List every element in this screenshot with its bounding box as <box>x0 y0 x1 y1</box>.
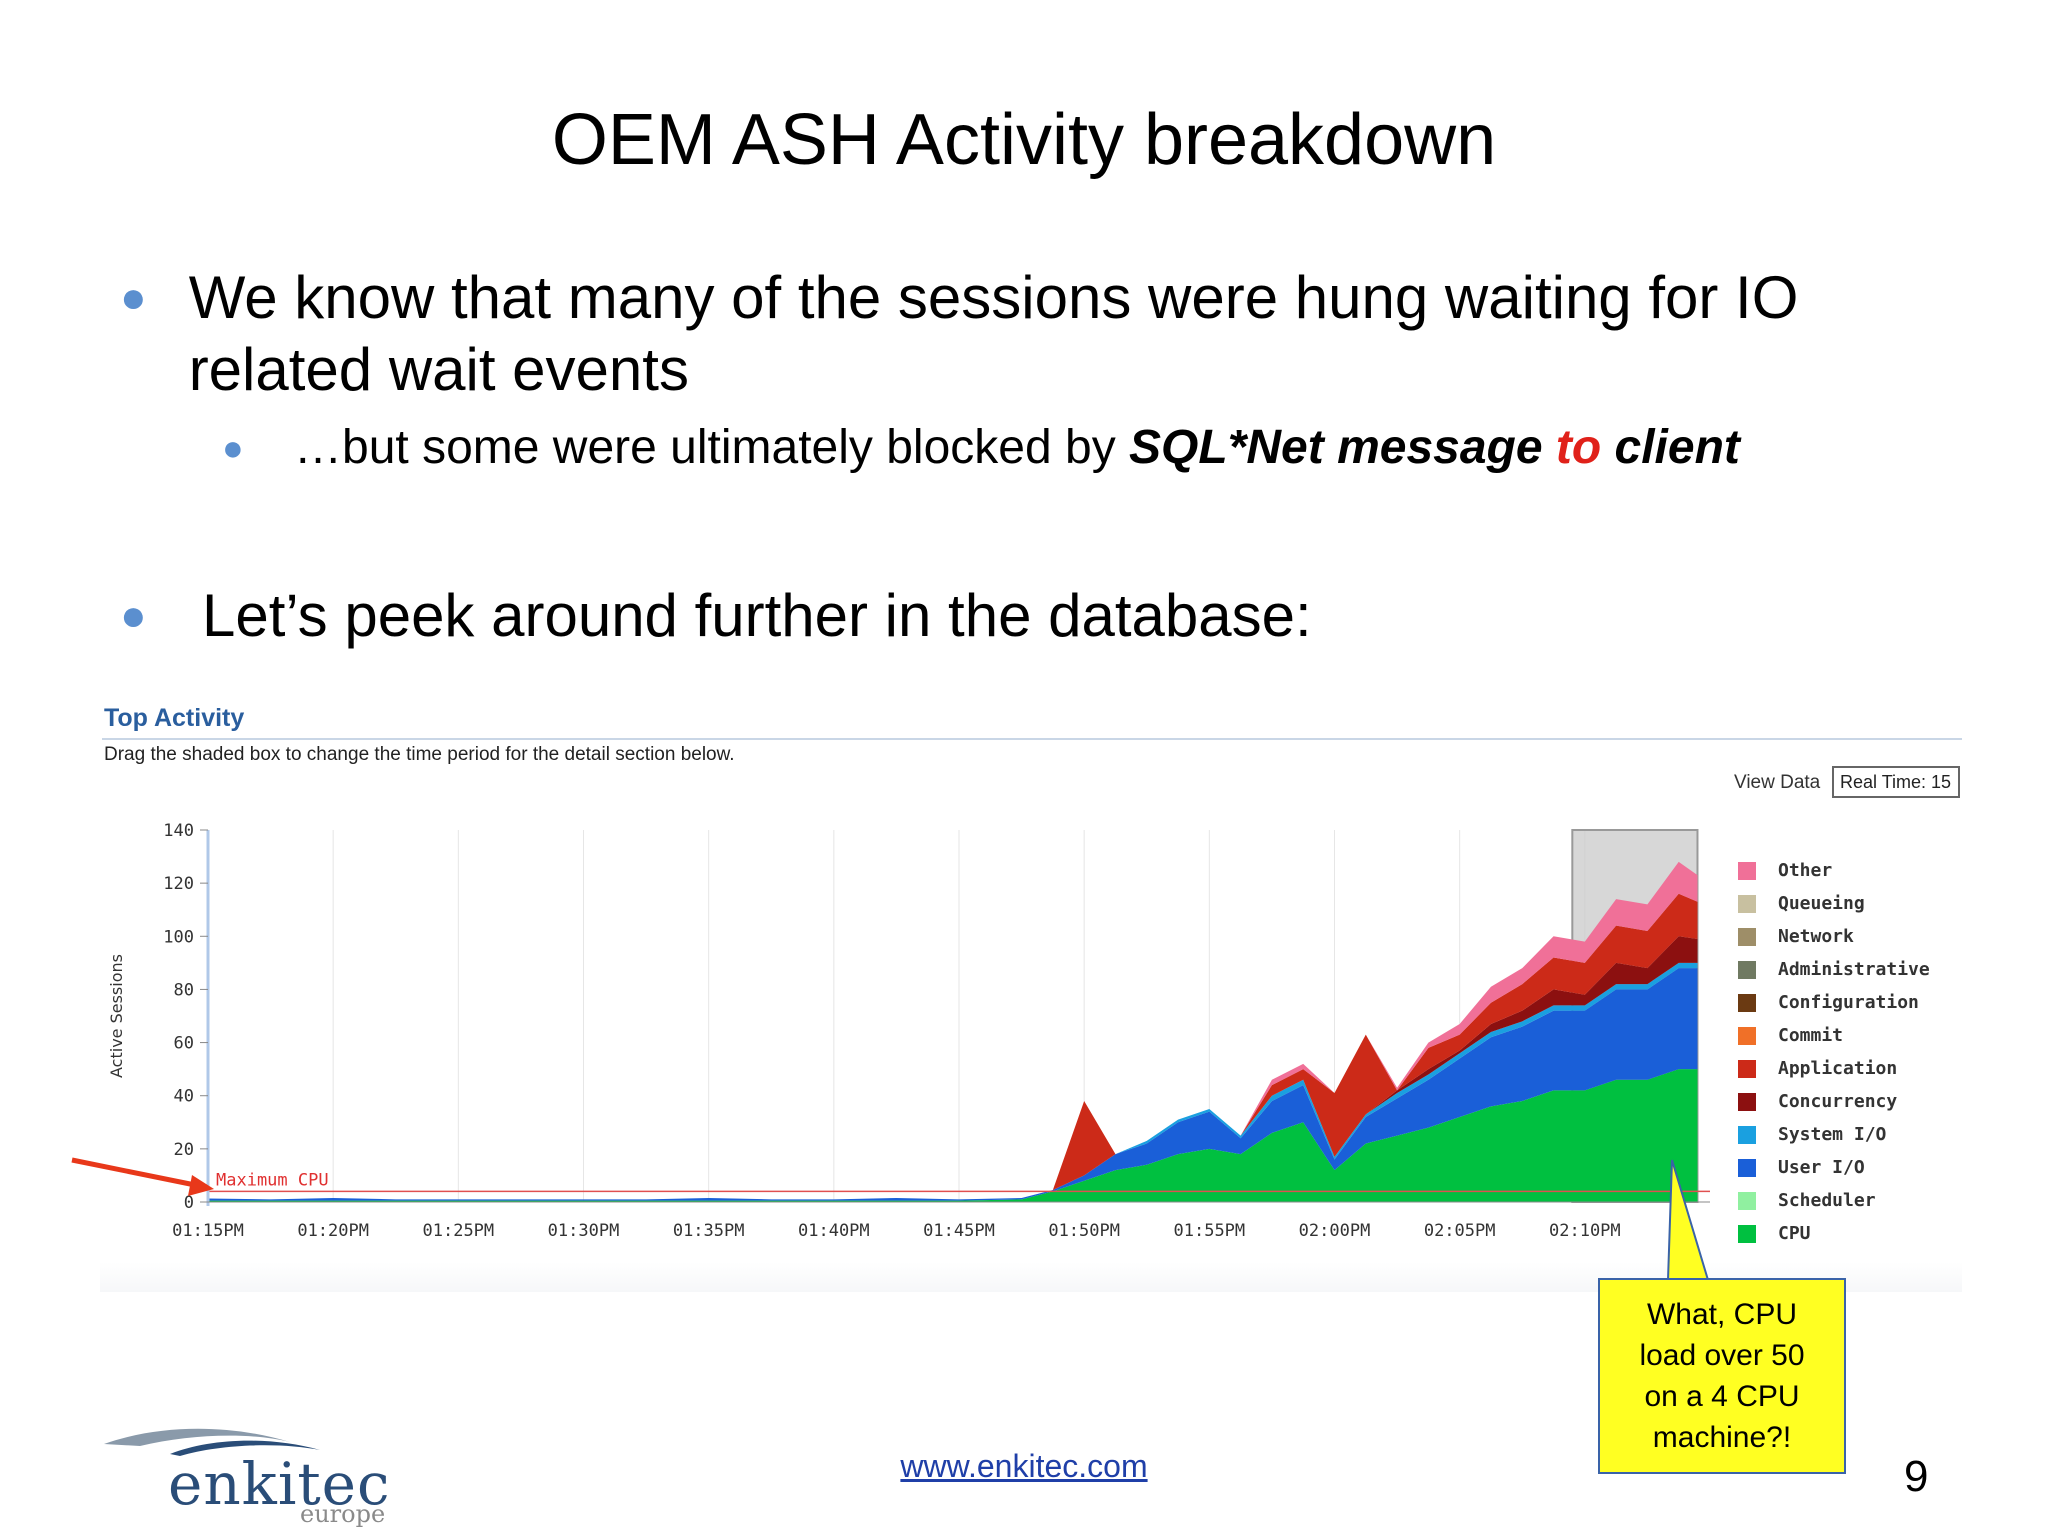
slide-title: OEM ASH Activity breakdown <box>551 100 1497 180</box>
chart-axes: Maximum CPU 0 20 40 60 80 100 120 140 01:15PM 01:2… <box>107 821 1710 1241</box>
bullet-text: We know that many of the sessions were h… <box>188 264 1799 403</box>
legend-item-concurrency: Concurrency <box>1738 1085 1930 1118</box>
legend-swatch <box>1738 1125 1756 1144</box>
y-tick-label: 120 <box>163 874 194 894</box>
panel-divider <box>102 738 1962 740</box>
sub-bullet-item: ● …but some were ultimately blocked by S… <box>222 418 1922 478</box>
x-tick-label: 02:00PM <box>1299 1221 1371 1241</box>
legend-label: Other <box>1778 860 1833 881</box>
page-number: 9 <box>1904 1452 1929 1501</box>
legend-swatch <box>1738 1092 1756 1111</box>
logo-word: enkitec <box>168 1450 391 1518</box>
legend-label: Network <box>1778 926 1854 947</box>
x-tick-label: 01:40PM <box>798 1221 870 1241</box>
legend-label: Commit <box>1778 1025 1844 1046</box>
legend-item-configuration: Configuration <box>1738 986 1930 1019</box>
y-tick-label: 0 <box>184 1193 194 1213</box>
panel-instructions: Drag the shaded box to change the time p… <box>104 744 735 765</box>
bullet-item: ● Let’s peek around further in the datab… <box>120 580 1970 652</box>
legend-label: Scheduler <box>1778 1190 1876 1211</box>
legend-label: Application <box>1778 1058 1898 1079</box>
legend-label: Configuration <box>1778 992 1919 1013</box>
y-tick-label: 40 <box>174 1087 194 1107</box>
to-emphasis: to <box>1555 421 1602 474</box>
x-tick-label: 01:55PM <box>1174 1221 1246 1241</box>
legend-swatch <box>1738 1191 1756 1210</box>
bullet-item: ● We know that many of the sessions were… <box>120 262 1970 406</box>
legend-swatch <box>1738 960 1756 979</box>
legend-item-application: Application <box>1738 1052 1930 1085</box>
x-tick-label: 02:05PM <box>1424 1221 1496 1241</box>
sqlnet-emphasis: SQL*Net message <box>1129 421 1556 474</box>
legend-item-cpu: CPU <box>1738 1217 1930 1250</box>
top-activity-chart[interactable]: Maximum CPU 0 20 40 60 80 100 120 140 01:15PM 01:2… <box>100 702 1962 1262</box>
bullet-dot-icon: ● <box>120 591 147 640</box>
company-logo: enkitec europe <box>100 1420 420 1530</box>
legend-item-scheduler: Scheduler <box>1738 1184 1930 1217</box>
y-tick-label: 140 <box>163 821 194 841</box>
series-area-user-i-o <box>208 968 1698 1201</box>
x-tick-label: 02:10PM <box>1549 1221 1621 1241</box>
footer-link[interactable]: www.enkitec.com <box>900 1448 1148 1484</box>
x-tick-label: 01:35PM <box>673 1221 745 1241</box>
view-data-select[interactable]: Real Time: 15 <box>1832 766 1960 798</box>
y-tick-label: 60 <box>174 1034 194 1054</box>
bullet-dot-icon: ● <box>222 427 244 468</box>
legend-swatch <box>1738 861 1756 880</box>
legend-swatch <box>1738 1026 1756 1045</box>
sub-bullet-prefix: …but some were ultimately blocked by <box>294 421 1130 474</box>
legend-item-system-i-o: System I/O <box>1738 1118 1930 1151</box>
legend-swatch <box>1738 927 1756 946</box>
legend-item-other: Other <box>1738 854 1930 887</box>
y-tick-label: 20 <box>174 1140 194 1160</box>
sub-bullet-text: …but some were ultimately blocked by SQL… <box>294 418 1740 478</box>
y-tick-label: 80 <box>174 980 194 1000</box>
legend-item-queueing: Queueing <box>1738 887 1930 920</box>
legend-label: User I/O <box>1778 1157 1865 1178</box>
series-area-application <box>208 893 1698 1200</box>
legend-item-administrative: Administrative <box>1738 953 1930 986</box>
legend-swatch <box>1738 1158 1756 1177</box>
client-emphasis: client <box>1601 421 1740 474</box>
callout-pointer <box>1666 1159 1710 1281</box>
legend-label: Queueing <box>1778 893 1865 914</box>
legend-item-network: Network <box>1738 920 1930 953</box>
legend-swatch <box>1738 1224 1756 1243</box>
x-tick-label: 01:25PM <box>423 1221 495 1241</box>
legend-label: System I/O <box>1778 1124 1887 1145</box>
x-tick-label: 01:50PM <box>1048 1221 1120 1241</box>
legend-item-user-i-o: User I/O <box>1738 1151 1930 1184</box>
legend-swatch <box>1738 894 1756 913</box>
bullet-text: Let’s peek around further in the databas… <box>202 582 1312 649</box>
logo-sub: europe <box>300 1500 386 1528</box>
legend-item-commit: Commit <box>1738 1019 1930 1052</box>
view-data-label: View Data <box>1734 772 1821 793</box>
bullet-dot-icon: ● <box>120 273 147 322</box>
legend-swatch <box>1738 1059 1756 1078</box>
y-axis-title: Active Sessions <box>107 954 126 1078</box>
max-cpu-label: Maximum CPU <box>216 1170 329 1190</box>
x-tick-label: 01:45PM <box>923 1221 995 1241</box>
legend-swatch <box>1738 993 1756 1012</box>
chart-legend: Other Queueing Network Administrative Config… <box>1738 854 1930 1250</box>
logo-swoosh-icon <box>104 1428 320 1456</box>
x-tick-label: 01:20PM <box>297 1221 369 1241</box>
legend-label: Administrative <box>1778 959 1930 980</box>
series-area-cpu <box>208 1069 1698 1202</box>
chart-areas <box>208 861 1698 1202</box>
arrow-icon <box>71 1157 214 1196</box>
legend-label: Concurrency <box>1778 1091 1898 1112</box>
legend-label: CPU <box>1778 1223 1811 1244</box>
x-tick-label: 01:30PM <box>548 1221 620 1241</box>
top-activity-panel: Top Activity Drag the shaded box to chan… <box>100 702 1962 1292</box>
callout-box: What, CPU load over 50 on a 4 CPU machin… <box>1598 1278 1846 1474</box>
x-tick-label: 01:15PM <box>172 1221 244 1241</box>
panel-title: Top Activity <box>104 704 245 732</box>
y-tick-label: 100 <box>163 927 194 947</box>
